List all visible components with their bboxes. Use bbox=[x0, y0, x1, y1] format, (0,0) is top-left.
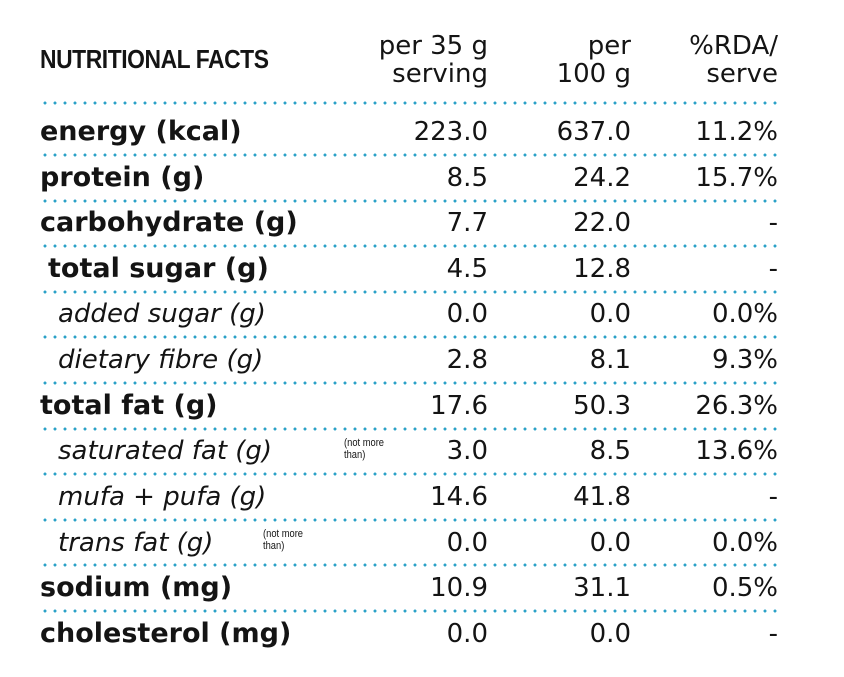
divider bbox=[40, 244, 780, 248]
cell-per-100g: 12.8 bbox=[573, 254, 631, 284]
cell-per-serving: 3.0 bbox=[446, 436, 488, 466]
cell-rda: - bbox=[768, 619, 778, 649]
cell-rda: 15.7% bbox=[695, 163, 778, 193]
divider bbox=[40, 472, 780, 476]
column-header-per-serving: per 35 g serving bbox=[379, 32, 488, 88]
cell-per-100g: 0.0 bbox=[589, 299, 631, 329]
table-title: NUTRITIONAL FACTS bbox=[40, 44, 269, 74]
table-row: total fat (g) 17.6 50.3 26.3% bbox=[40, 384, 780, 428]
divider bbox=[40, 153, 780, 157]
cell-per-serving: 10.9 bbox=[430, 573, 488, 603]
cell-per-serving: 4.5 bbox=[446, 254, 488, 284]
table-row: total sugar (g) 4.5 12.8 - bbox=[40, 247, 780, 291]
row-label: added sugar (g) bbox=[58, 299, 266, 329]
cell-per-100g: 0.0 bbox=[589, 528, 631, 558]
limit-note-line1: (not more bbox=[263, 528, 304, 540]
cell-rda: 9.3% bbox=[711, 345, 778, 375]
limit-note: (not more than) bbox=[263, 528, 303, 552]
divider bbox=[40, 609, 780, 613]
row-label: trans fat (g) bbox=[58, 528, 214, 558]
row-label: saturated fat (g) bbox=[58, 436, 273, 466]
cell-per-100g: 31.1 bbox=[573, 573, 631, 603]
column-header-rda-line1: %RDA/ bbox=[689, 31, 778, 61]
row-label: energy (kcal) bbox=[40, 116, 242, 147]
cell-per-serving: 2.8 bbox=[446, 345, 488, 375]
divider bbox=[40, 199, 780, 203]
cell-rda: 13.6% bbox=[695, 436, 778, 466]
cell-per-100g: 41.8 bbox=[573, 482, 631, 512]
cell-per-serving: 7.7 bbox=[446, 208, 488, 238]
table-row: mufa + pufa (g) 14.6 41.8 - bbox=[40, 475, 780, 519]
divider bbox=[40, 335, 780, 339]
cell-per-100g: 637.0 bbox=[556, 117, 631, 147]
limit-note-line2: than) bbox=[263, 540, 285, 552]
divider bbox=[40, 381, 780, 385]
table-row: dietary fibre (g) 2.8 8.1 9.3% bbox=[40, 338, 780, 382]
table-header: NUTRITIONAL FACTS per 35 g serving per 1… bbox=[40, 30, 790, 94]
limit-note-line2: than) bbox=[344, 449, 366, 461]
table-row: energy (kcal) 223.0 637.0 11.2% bbox=[40, 110, 780, 154]
divider bbox=[40, 518, 780, 522]
divider bbox=[40, 427, 780, 431]
cell-per-serving: 0.0 bbox=[446, 299, 488, 329]
cell-per-serving: 8.5 bbox=[446, 163, 488, 193]
column-header-rda: %RDA/ serve bbox=[689, 32, 778, 88]
limit-note: (not more than) bbox=[344, 437, 384, 461]
table-row: carbohydrate (g) 7.7 22.0 - bbox=[40, 201, 780, 245]
cell-rda: 0.0% bbox=[711, 528, 778, 558]
row-label: total fat (g) bbox=[40, 390, 218, 421]
column-header-rda-line2: serve bbox=[706, 59, 778, 89]
cell-rda: 0.0% bbox=[711, 299, 778, 329]
cell-rda: 0.5% bbox=[711, 573, 778, 603]
column-header-per-serving-line1: per 35 g bbox=[378, 31, 488, 61]
table-row: saturated fat (g) 3.0 8.5 13.6% bbox=[40, 429, 780, 473]
limit-note-line1: (not more bbox=[344, 437, 385, 449]
cell-per-100g: 50.3 bbox=[573, 391, 631, 421]
cell-rda: - bbox=[768, 254, 778, 284]
divider bbox=[40, 563, 780, 567]
row-label: total sugar (g) bbox=[48, 253, 269, 284]
divider bbox=[40, 290, 780, 294]
cell-rda: - bbox=[768, 482, 778, 512]
cell-per-100g: 24.2 bbox=[573, 163, 631, 193]
table-row: cholesterol (mg) 0.0 0.0 - bbox=[40, 612, 780, 656]
row-label: dietary fibre (g) bbox=[58, 345, 264, 375]
cell-rda: - bbox=[768, 208, 778, 238]
column-header-per-serving-line2: serving bbox=[392, 59, 488, 89]
column-header-per-100g: per 100 g bbox=[557, 32, 631, 88]
cell-per-serving: 223.0 bbox=[413, 117, 488, 147]
cell-per-100g: 22.0 bbox=[573, 208, 631, 238]
cell-per-serving: 14.6 bbox=[430, 482, 488, 512]
cell-per-100g: 8.1 bbox=[589, 345, 631, 375]
cell-per-100g: 0.0 bbox=[589, 619, 631, 649]
table-row: sodium (mg) 10.9 31.1 0.5% bbox=[40, 566, 780, 610]
cell-per-serving: 0.0 bbox=[446, 619, 488, 649]
table-row: trans fat (g) 0.0 0.0 0.0% bbox=[40, 521, 780, 565]
cell-per-serving: 17.6 bbox=[430, 391, 488, 421]
cell-rda: 11.2% bbox=[695, 117, 778, 147]
row-label: protein (g) bbox=[40, 162, 205, 193]
divider bbox=[40, 101, 780, 105]
row-label: cholesterol (mg) bbox=[40, 618, 292, 649]
cell-rda: 26.3% bbox=[695, 391, 778, 421]
row-label: mufa + pufa (g) bbox=[58, 482, 267, 512]
cell-per-100g: 8.5 bbox=[589, 436, 631, 466]
row-label: sodium (mg) bbox=[40, 572, 233, 603]
cell-per-serving: 0.0 bbox=[446, 528, 488, 558]
column-header-per-100g-line1: per bbox=[587, 31, 631, 61]
table-row: protein (g) 8.5 24.2 15.7% bbox=[40, 156, 780, 200]
row-label: carbohydrate (g) bbox=[40, 207, 298, 238]
table-row: added sugar (g) 0.0 0.0 0.0% bbox=[40, 292, 780, 336]
column-header-per-100g-line2: 100 g bbox=[556, 59, 631, 89]
